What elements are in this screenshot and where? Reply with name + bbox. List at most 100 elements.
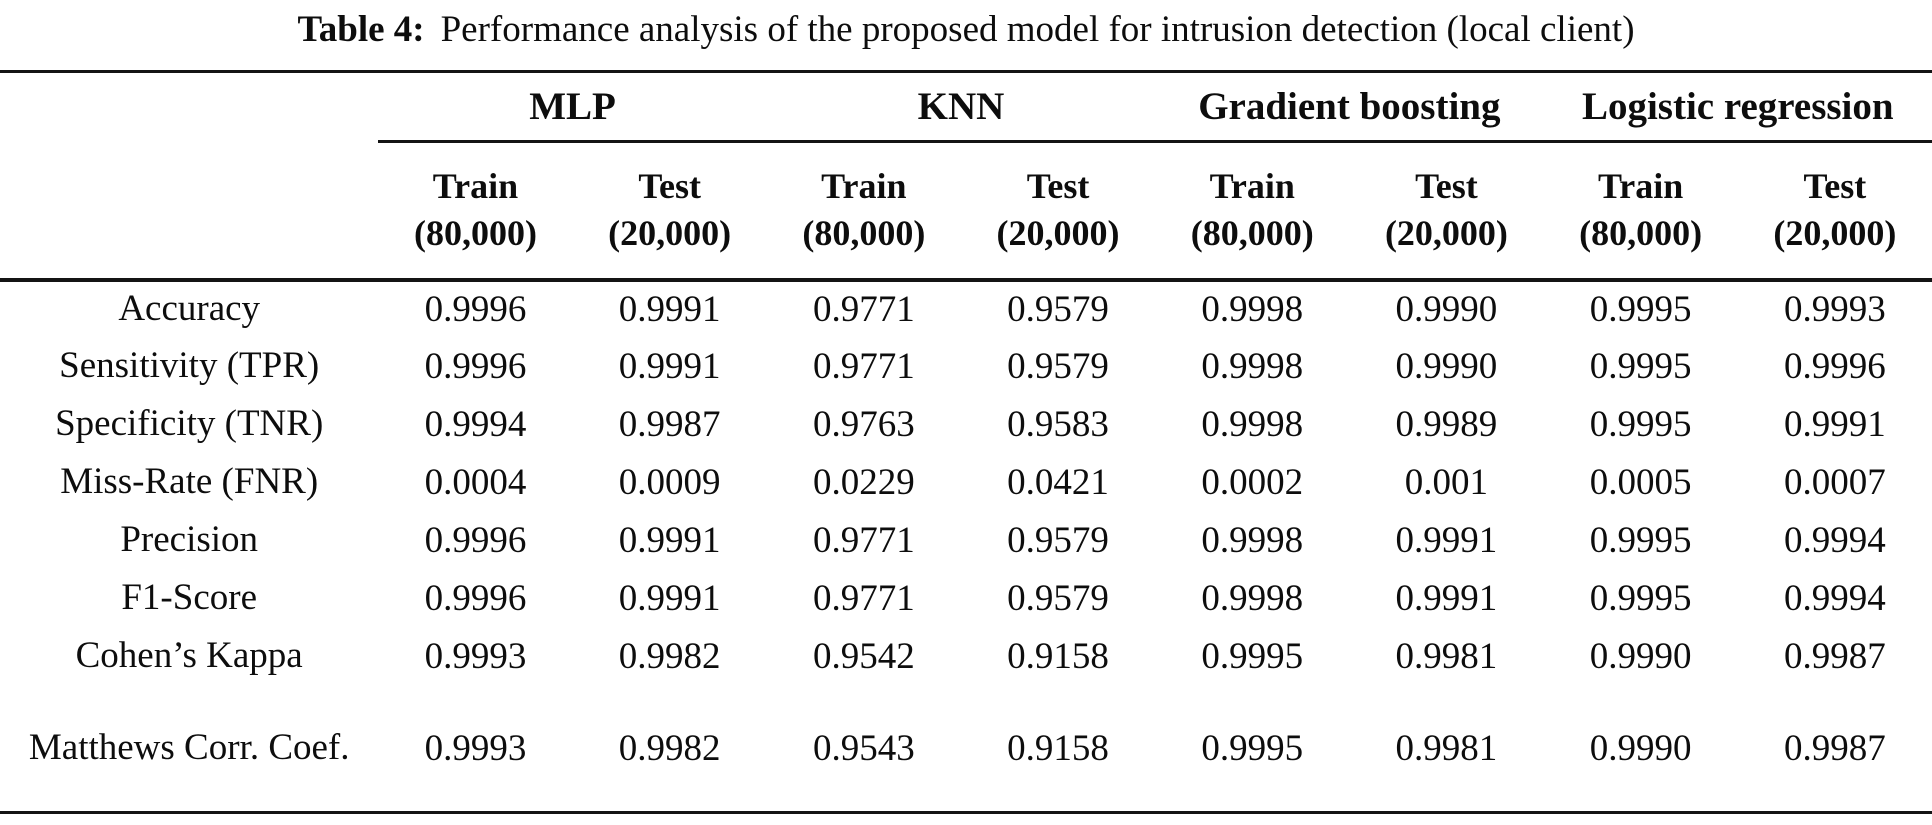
metrics-table: MLP KNN Gradient boosting Logistic regre… bbox=[0, 70, 1932, 814]
metric-value: 0.9995 bbox=[1589, 289, 1692, 330]
metric-value: 0.9579 bbox=[1007, 578, 1109, 619]
metric-value: 0.9998 bbox=[1201, 289, 1304, 330]
metric-value: 0.9579 bbox=[1007, 520, 1109, 561]
metric-label-text: F1-Score bbox=[121, 577, 258, 618]
subheader-lr-test: Test (20,000) bbox=[1737, 141, 1932, 282]
metric-value: 0.9583 bbox=[1007, 404, 1109, 445]
group-header-gradient-boosting: Gradient boosting bbox=[1155, 71, 1544, 143]
subheader-line2: (80,000) bbox=[1579, 213, 1703, 254]
subheader-line2: (80,000) bbox=[802, 213, 926, 254]
subheader-gb-test: Test (20,000) bbox=[1349, 141, 1544, 282]
metric-label-text: Miss-Rate (FNR) bbox=[60, 461, 319, 502]
metric-row: Cohen’s Kappa 0.9993 0.9982 0.9542 0.915… bbox=[0, 628, 1932, 686]
subheader-line2: (80,000) bbox=[1190, 213, 1314, 254]
metric-value: 0.9993 bbox=[1783, 289, 1886, 330]
subheader-line1: Train bbox=[432, 165, 519, 206]
group-header-mlp: MLP bbox=[378, 71, 767, 143]
metric-value: 0.9579 bbox=[1007, 289, 1109, 330]
metric-value: 0.9982 bbox=[618, 636, 721, 677]
metric-value: 0.9158 bbox=[960, 685, 1156, 814]
metric-label-text: Sensitivity (TPR) bbox=[59, 345, 320, 386]
metric-label: Specificity (TNR) bbox=[0, 396, 378, 454]
metric-value: 0.9543 bbox=[766, 685, 961, 814]
group-header-logistic-regression: Logistic regression bbox=[1543, 71, 1932, 143]
metric-value: 0.9995 bbox=[1589, 346, 1692, 387]
metric-label: Miss-Rate (FNR) bbox=[0, 454, 378, 512]
metric-value: 0.9981 bbox=[1395, 636, 1498, 677]
metric-row: F1-Score 0.9996 0.9991 0.9771 0.9579 0.9… bbox=[0, 570, 1932, 628]
metric-value: 0.9991 bbox=[618, 520, 721, 561]
metric-value: 0.9995 bbox=[1155, 685, 1350, 814]
metric-value: 0.9991 bbox=[618, 346, 721, 387]
metric-value: 0.9998 bbox=[1201, 578, 1304, 619]
subheader-line1: Train bbox=[1597, 165, 1684, 206]
metric-row: Specificity (TNR) 0.9994 0.9987 0.9763 0… bbox=[0, 396, 1932, 454]
metric-label: Sensitivity (TPR) bbox=[0, 338, 378, 396]
subheader-line1: Train bbox=[1209, 165, 1295, 206]
subheader-line1: Test bbox=[1803, 165, 1867, 206]
metric-value: 0.9987 bbox=[1737, 685, 1932, 814]
metric-label-text: Specificity (TNR) bbox=[55, 403, 324, 444]
subheader-line1: Train bbox=[821, 165, 907, 206]
metric-row: Precision 0.9996 0.9991 0.9771 0.9579 0.… bbox=[0, 512, 1932, 570]
metric-value: 0.9990 bbox=[1543, 685, 1738, 814]
corner-cell bbox=[0, 72, 378, 142]
metric-value: 0.9994 bbox=[1783, 520, 1886, 561]
metric-value: 0.9990 bbox=[1589, 636, 1692, 677]
metric-value: 0.9998 bbox=[1201, 520, 1304, 561]
metric-value: 0.9995 bbox=[1201, 636, 1304, 677]
metric-row: Accuracy 0.9996 0.9991 0.9771 0.9579 0.9… bbox=[0, 280, 1932, 338]
metric-value: 0.9771 bbox=[812, 289, 915, 330]
metric-value: 0.0229 bbox=[812, 462, 915, 503]
metric-value: 0.9981 bbox=[1349, 685, 1544, 814]
subheader-gb-train: Train (80,000) bbox=[1155, 141, 1350, 282]
metric-label: Precision bbox=[0, 512, 378, 570]
metric-value: 0.9991 bbox=[618, 578, 721, 619]
subheader-line2: (20,000) bbox=[608, 213, 732, 254]
metric-value: 0.9998 bbox=[1201, 404, 1304, 445]
metric-value: 0.9995 bbox=[1589, 404, 1692, 445]
metric-value: 0.9771 bbox=[812, 578, 915, 619]
subheader-mlp-train: Train (80,000) bbox=[378, 141, 573, 282]
subheader-knn-test: Test (20,000) bbox=[960, 141, 1156, 282]
subheader-line1: Test bbox=[638, 165, 701, 206]
group-header-knn: KNN bbox=[766, 71, 1156, 143]
metric-value: 0.0004 bbox=[424, 462, 527, 503]
metric-value: 0.9991 bbox=[1395, 578, 1498, 619]
group-header-row: MLP KNN Gradient boosting Logistic regre… bbox=[0, 71, 1932, 143]
metric-value: 0.9989 bbox=[1395, 404, 1498, 445]
corner-cell bbox=[0, 141, 379, 282]
metric-value: 0.9996 bbox=[1783, 346, 1886, 387]
metric-label: Cohen’s Kappa bbox=[0, 628, 378, 686]
metric-value: 0.0005 bbox=[1589, 462, 1692, 503]
table-body: Accuracy 0.9996 0.9991 0.9771 0.9579 0.9… bbox=[0, 280, 1932, 814]
metric-value: 0.0009 bbox=[618, 462, 721, 503]
subheader-mlp-test: Test (20,000) bbox=[572, 141, 767, 282]
metric-value: 0.9995 bbox=[1589, 578, 1692, 619]
subheader-knn-train: Train (80,000) bbox=[766, 141, 961, 282]
metric-row: Sensitivity (TPR) 0.9996 0.9991 0.9771 0… bbox=[0, 338, 1932, 396]
subheader-line1: Test bbox=[1415, 165, 1478, 206]
subheader-line2: (20,000) bbox=[1384, 213, 1508, 254]
metric-row: Miss-Rate (FNR) 0.0004 0.0009 0.0229 0.0… bbox=[0, 454, 1932, 512]
metric-value: 0.9987 bbox=[1783, 636, 1886, 677]
metric-value: 0.9990 bbox=[1395, 289, 1498, 330]
metric-value: 0.9579 bbox=[1007, 346, 1109, 387]
metric-label-text: Cohen’s Kappa bbox=[75, 635, 303, 676]
subheader-line1: Test bbox=[1026, 165, 1090, 206]
metric-label: Accuracy bbox=[0, 280, 378, 338]
metric-value: 0.9982 bbox=[572, 685, 767, 814]
caption-number: Table 4: bbox=[297, 9, 425, 50]
subheader-lr-train: Train (80,000) bbox=[1543, 141, 1738, 282]
metric-value: 0.9991 bbox=[1783, 404, 1886, 445]
metric-value: 0.9991 bbox=[618, 289, 721, 330]
metric-value: 0.9996 bbox=[424, 520, 527, 561]
metric-value: 0.9763 bbox=[812, 404, 915, 445]
metric-value: 0.9996 bbox=[424, 289, 527, 330]
metric-value: 0.9771 bbox=[812, 520, 915, 561]
subheader-line2: (80,000) bbox=[413, 213, 537, 254]
metric-value: 0.9771 bbox=[812, 346, 915, 387]
metric-value: 0.9158 bbox=[1007, 636, 1109, 677]
metric-label-text: Matthews Corr. Coef. bbox=[28, 726, 350, 768]
metric-label-text: Precision bbox=[120, 519, 259, 560]
